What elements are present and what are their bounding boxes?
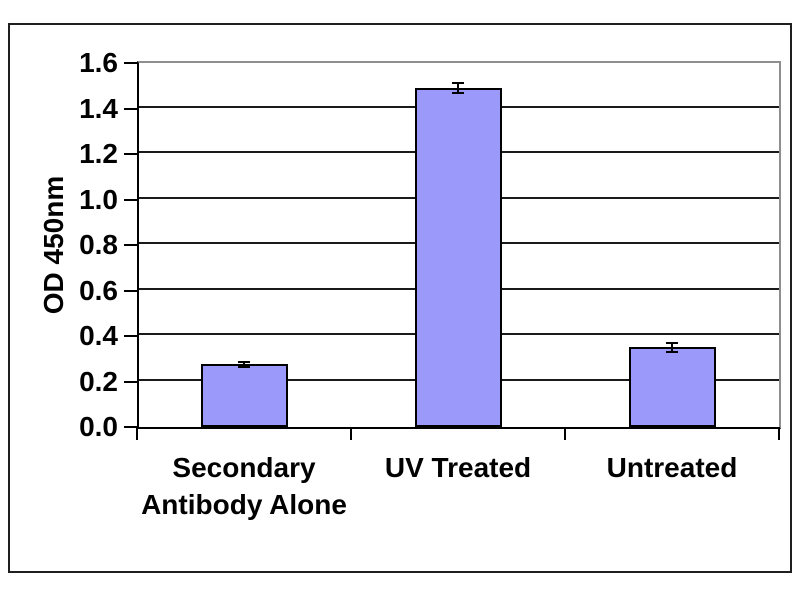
x-category-label: Secondary Antibody Alone	[141, 452, 347, 520]
x-axis-tick	[136, 427, 138, 440]
bar	[414, 88, 502, 427]
y-tick-label: 0.6	[79, 274, 118, 306]
y-tick-label: 0.4	[79, 320, 118, 351]
error-bar-line	[243, 362, 245, 367]
error-bar-cap-top	[666, 341, 678, 344]
error-bar-cap-bottom	[452, 91, 464, 94]
y-tick-label: 1.0	[79, 183, 118, 215]
x-category-label: UV Treated	[384, 452, 532, 483]
x-axis-tick	[350, 427, 352, 440]
bar	[200, 364, 288, 427]
x-axis-tick	[778, 427, 780, 440]
y-tick-label: 0.0	[79, 411, 118, 442]
y-axis-tick	[124, 153, 137, 155]
y-axis-tick	[124, 62, 137, 64]
y-axis-tick	[124, 380, 137, 383]
y-tick-label: 0.8	[79, 229, 118, 260]
y-axis-tick	[124, 426, 137, 428]
error-bar-line	[457, 83, 459, 93]
bar	[628, 347, 716, 427]
y-axis-tick	[124, 198, 137, 201]
error-bar-cap-top	[452, 82, 464, 85]
error-bar-cap-top	[238, 361, 250, 364]
x-axis-tick	[564, 427, 566, 440]
error-bar-cap-bottom	[238, 365, 250, 368]
y-axis-tick	[124, 107, 137, 110]
y-tick-label: 1.2	[79, 138, 118, 169]
y-tick-label: 1.4	[79, 92, 118, 124]
y-axis-tick	[124, 289, 137, 292]
y-axis-tick	[124, 335, 137, 337]
y-axis-tick	[124, 244, 137, 246]
error-bar-line	[671, 342, 673, 352]
y-tick-label: 0.2	[79, 365, 118, 397]
x-category-label: Untreated	[606, 452, 738, 483]
error-bar-cap-bottom	[666, 350, 678, 353]
y-tick-label: 1.6	[79, 47, 118, 78]
